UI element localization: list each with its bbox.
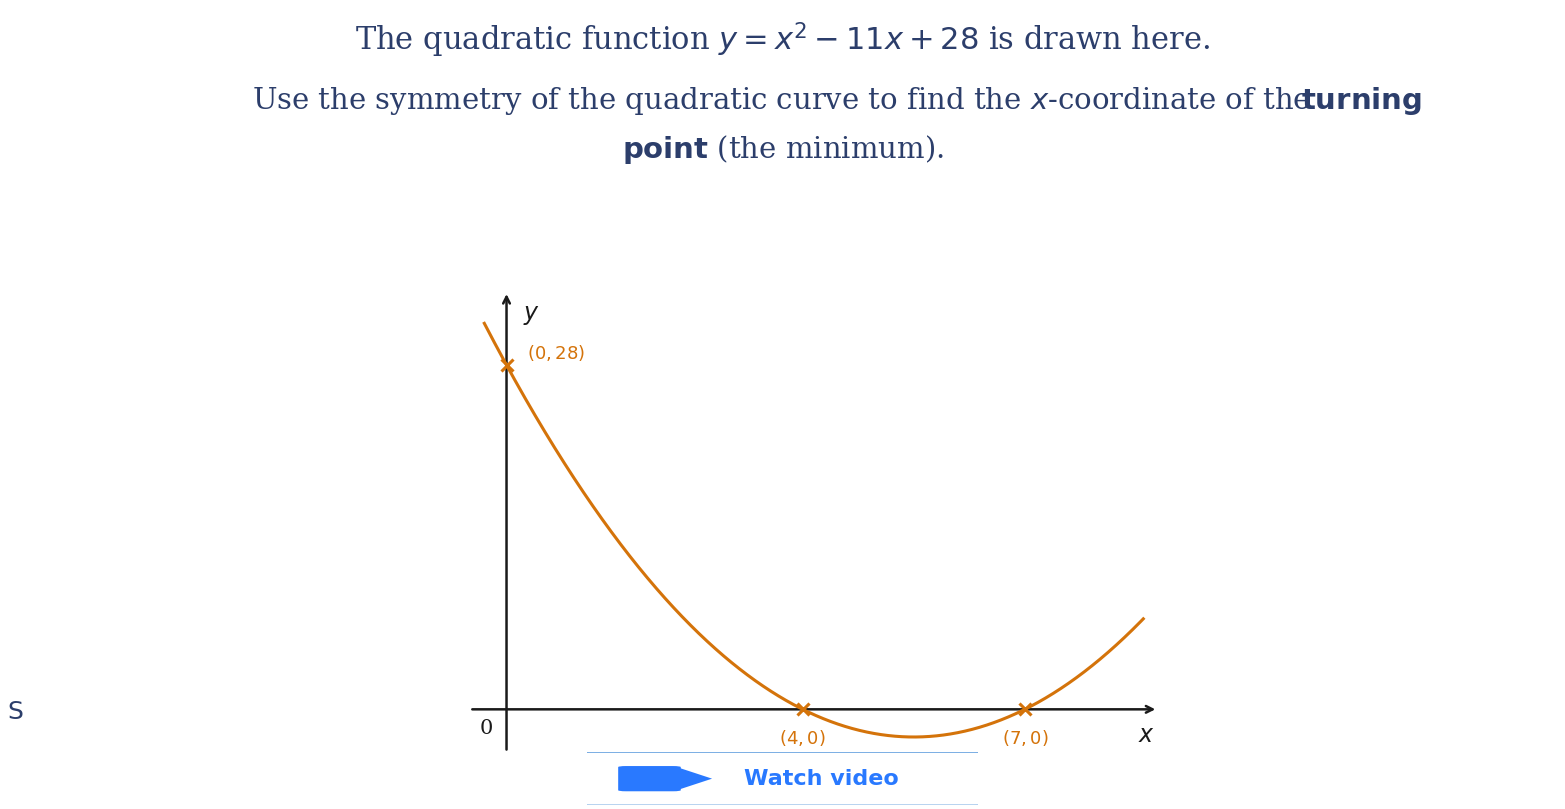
Text: $(7, 0)$: $(7, 0)$ [1002,728,1049,748]
Text: $(0, 28)$: $(0, 28)$ [527,342,585,362]
Text: The quadratic function $y = x^2 - 11x + 28$ is drawn here.: The quadratic function $y = x^2 - 11x + … [355,20,1210,60]
Polygon shape [676,767,712,790]
Text: $y$: $y$ [523,304,540,327]
Text: Watch video: Watch video [745,769,898,789]
Text: Use the symmetry of the quadratic curve to find the $x$-coordinate of the: Use the symmetry of the quadratic curve … [252,85,1313,117]
Text: $\mathbf{turning}$: $\mathbf{turning}$ [1301,85,1421,117]
Text: $(4, 0)$: $(4, 0)$ [779,728,826,748]
FancyBboxPatch shape [618,766,681,791]
Text: $x$: $x$ [1138,724,1155,747]
FancyBboxPatch shape [560,752,1005,806]
Text: S: S [8,700,23,724]
Text: $\mathbf{point}$ (the minimum).: $\mathbf{point}$ (the minimum). [621,133,944,167]
Text: 0: 0 [480,719,493,738]
